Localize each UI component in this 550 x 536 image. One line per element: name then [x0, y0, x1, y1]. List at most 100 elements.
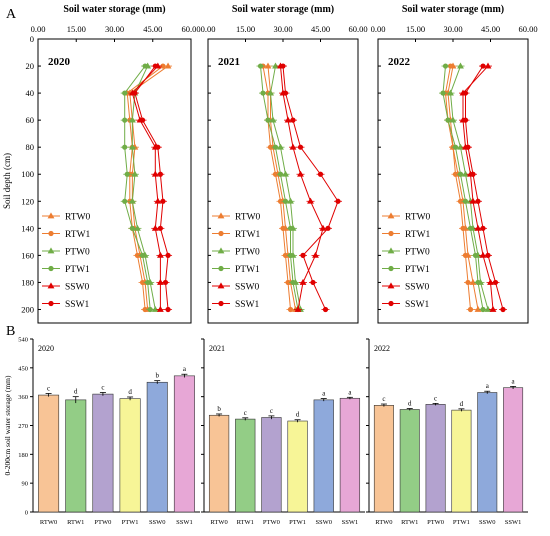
x-axis-label: Soil water storage (mm) — [232, 4, 334, 15]
data-point — [142, 306, 148, 313]
bar-rtw1 — [399, 409, 420, 513]
data-point — [157, 305, 164, 312]
data-point — [297, 170, 304, 177]
legend-label: RTW1 — [65, 230, 91, 240]
y-tick-label: 80 — [26, 142, 35, 152]
category-label: RTW1 — [401, 519, 418, 526]
legend-marker — [387, 282, 395, 289]
data-point — [122, 90, 128, 96]
data-point — [151, 170, 159, 177]
bar-ptw0 — [92, 393, 114, 513]
series-rtw1 — [441, 63, 475, 313]
data-point — [467, 306, 474, 313]
category-label: SSW1 — [342, 519, 359, 526]
legend-label: PTW1 — [235, 265, 260, 275]
y-tick-label: 450 — [18, 365, 28, 372]
data-point — [299, 278, 307, 285]
series-line — [126, 65, 164, 310]
x-tick-label: 60.00 — [348, 24, 367, 34]
bar-ptw0 — [425, 404, 446, 513]
bar-ssw0 — [313, 399, 334, 513]
legend-label: PTW0 — [405, 248, 430, 258]
data-point — [131, 170, 139, 177]
series-line — [269, 65, 301, 310]
significance-letter: a — [322, 390, 326, 398]
y-tick-label: 20 — [26, 61, 35, 71]
y-tick-label: 140 — [21, 223, 34, 233]
data-point — [151, 224, 159, 231]
series-line — [462, 65, 494, 310]
data-point — [267, 144, 274, 150]
data-point — [489, 305, 497, 312]
bar-ptw1 — [287, 420, 308, 513]
data-point — [462, 170, 469, 177]
series-ssw0 — [459, 62, 497, 312]
data-point — [157, 225, 163, 231]
data-point — [122, 198, 128, 204]
legend-marker — [48, 265, 54, 272]
series-line — [267, 66, 296, 310]
category-label: RTW1 — [237, 519, 254, 526]
data-point — [282, 170, 289, 177]
data-point — [294, 305, 302, 312]
y-tick-label: 0 — [25, 510, 28, 517]
bar-ptw1 — [119, 398, 141, 513]
data-point — [462, 117, 469, 123]
significance-letter: b — [156, 372, 160, 380]
x-tick-label: 30.00 — [443, 24, 462, 34]
panel-year-title: 2022 — [374, 344, 390, 353]
data-point — [280, 225, 286, 231]
category-label: PTW1 — [122, 519, 139, 526]
data-point — [282, 252, 289, 258]
y-axis-label: Soil depth (cm) — [2, 153, 12, 209]
data-point — [132, 90, 138, 96]
data-point — [487, 278, 494, 285]
legend-label: SSW1 — [65, 300, 90, 310]
legend-marker — [218, 265, 224, 272]
data-point — [280, 63, 286, 69]
data-point — [290, 279, 296, 286]
data-point — [285, 279, 291, 286]
legend-label: RTW0 — [235, 213, 261, 223]
data-point — [440, 90, 446, 96]
x-tick-label: 60.00 — [518, 24, 537, 34]
data-point — [139, 117, 146, 123]
y-tick-label: 200 — [21, 304, 34, 314]
y-tick-label: 100 — [21, 169, 34, 179]
legend-marker — [47, 282, 55, 289]
legend-label: SSW0 — [235, 283, 260, 293]
plot-frame — [37, 38, 192, 324]
legend: RTW0 RTW1 PTW0 PTW1 SSW0 SSW1 — [42, 212, 91, 310]
panel-year-title: 2020 — [48, 56, 71, 68]
y-tick-label: 90 — [22, 481, 29, 488]
bar-ssw1 — [173, 375, 195, 513]
data-point — [277, 143, 284, 150]
data-point — [282, 90, 289, 96]
data-point — [484, 305, 492, 312]
series-line — [449, 65, 489, 310]
data-point — [457, 143, 464, 150]
panel-label-b: B — [6, 324, 15, 339]
data-point — [447, 63, 454, 69]
series-ssw1 — [130, 63, 173, 313]
x-tick-label: 30.00 — [105, 24, 124, 34]
data-point — [139, 279, 146, 286]
data-point — [480, 306, 486, 313]
bar-rtw0 — [38, 394, 60, 513]
data-point — [325, 225, 331, 231]
y-tick-label: 360 — [18, 394, 28, 401]
significance-letter: a — [512, 377, 516, 385]
series-ptw1 — [120, 63, 155, 313]
y-tick-label: 40 — [26, 88, 35, 98]
legend-marker — [218, 300, 224, 307]
data-point — [272, 62, 279, 69]
plot-frame — [377, 38, 529, 324]
data-point — [442, 63, 449, 69]
data-point — [474, 305, 482, 312]
legend-marker — [388, 265, 394, 272]
x-tick-label: 0.00 — [371, 24, 386, 34]
data-point — [474, 224, 482, 231]
data-point — [265, 117, 271, 123]
data-point — [155, 144, 161, 150]
category-label: PTW0 — [94, 519, 111, 526]
